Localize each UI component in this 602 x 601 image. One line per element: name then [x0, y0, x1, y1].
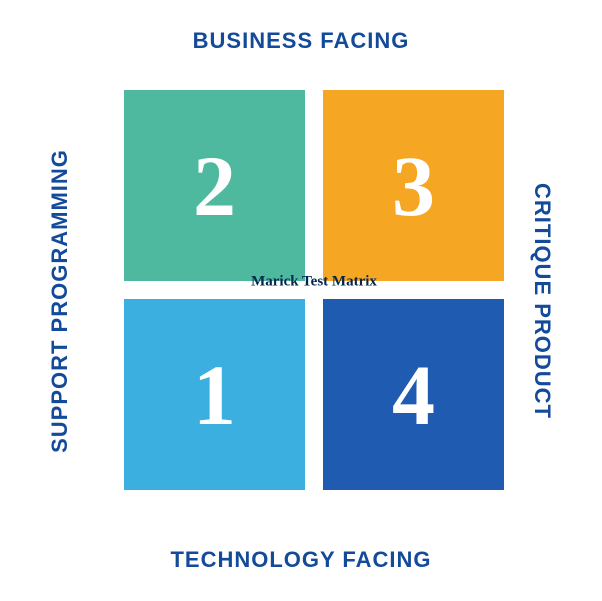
quadrant-4-number: 4 [392, 345, 435, 445]
quadrant-4: 4 [323, 299, 504, 490]
axis-label-bottom-text: TECHNOLOGY FACING [170, 547, 431, 572]
quadrant-3: 3 [323, 90, 504, 281]
diagram-caption-text: Marick Test Matrix [251, 274, 377, 290]
quadrant-3-number: 3 [392, 136, 435, 236]
axis-label-bottom: TECHNOLOGY FACING [170, 547, 431, 573]
quadrant-1: 1 [124, 299, 305, 490]
axis-label-right-text: CRITIQUE PRODUCT [529, 183, 555, 419]
quadrant-1-number: 1 [193, 345, 236, 445]
axis-label-left: SUPPORT PROGRAMMING [47, 0, 73, 301]
axis-label-left-text: SUPPORT PROGRAMMING [47, 149, 73, 453]
axis-label-top: BUSINESS FACING [193, 28, 410, 54]
axis-label-top-text: BUSINESS FACING [193, 28, 410, 53]
quadrant-2: 2 [124, 90, 305, 281]
axis-label-right: CRITIQUE PRODUCT [529, 65, 555, 301]
quadrant-2-number: 2 [193, 136, 236, 236]
diagram-caption: Marick Test Matrix [251, 274, 377, 291]
